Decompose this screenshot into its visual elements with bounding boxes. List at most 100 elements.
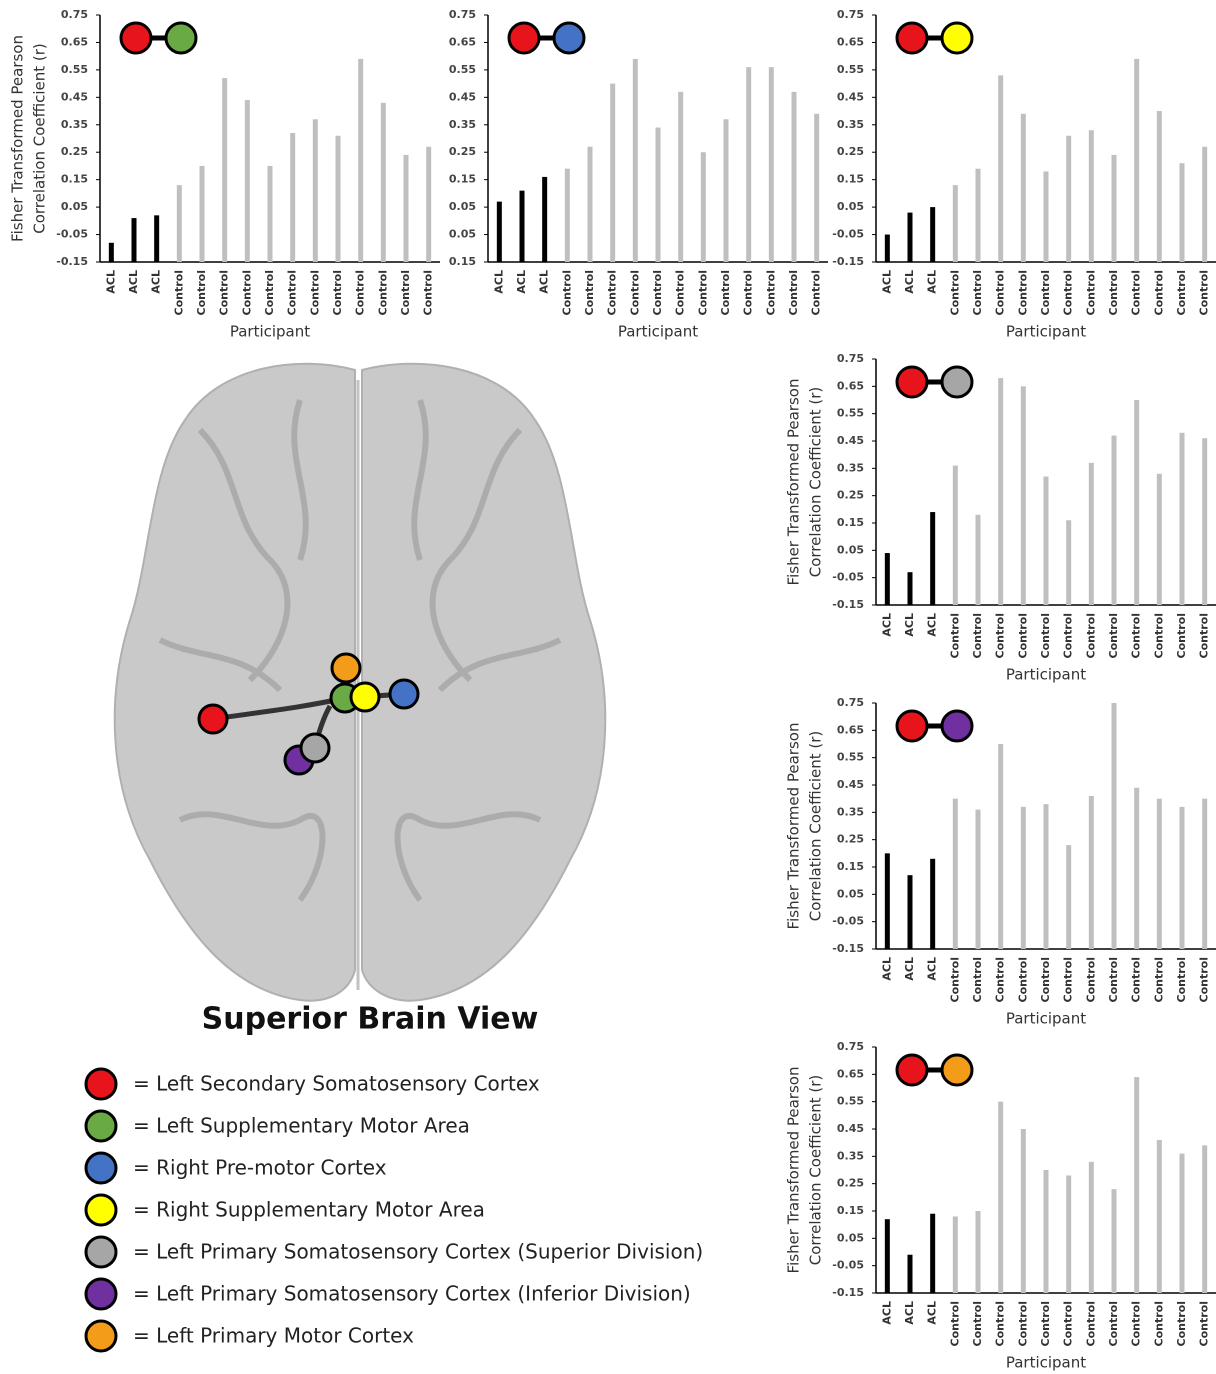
x-tick-label: Control	[1016, 957, 1029, 1002]
bar	[380, 102, 386, 262]
x-tick-label: Control	[286, 270, 299, 315]
bar	[1179, 163, 1185, 262]
bar	[884, 1219, 890, 1293]
x-tick-label: Control	[1084, 613, 1097, 658]
x-tick-label: Control	[948, 270, 961, 315]
bar	[1179, 806, 1185, 949]
y-tick-label: 0.05	[837, 543, 864, 556]
bar	[768, 67, 774, 263]
legend-swatch	[84, 1151, 118, 1185]
x-tick-label: Control	[971, 270, 984, 315]
x-tick-label: Control	[422, 270, 435, 315]
y-tick-label: -0.05	[832, 915, 864, 928]
y-axis-title: Fisher Transformed Pearson	[9, 35, 27, 242]
x-axis-title: Participant	[1006, 666, 1086, 684]
y-tick-label: 0.75	[61, 8, 88, 21]
y-axis-title: Fisher Transformed Pearson	[785, 723, 803, 930]
x-tick-label: Control	[1152, 957, 1165, 1002]
bar	[1111, 703, 1117, 949]
x-tick-label: ACL	[515, 270, 528, 294]
x-tick-label: Control	[994, 957, 1007, 1002]
brain	[113, 362, 607, 1002]
bar	[1111, 435, 1117, 605]
bar	[1134, 58, 1140, 263]
x-tick-label: Control	[263, 270, 276, 315]
bar	[884, 853, 890, 949]
x-tick-label: ACL	[926, 613, 939, 637]
bar	[1134, 787, 1140, 949]
x-axis-title: Participant	[230, 323, 310, 341]
x-axis-title: Participant	[1006, 323, 1086, 341]
pair-node	[895, 709, 929, 743]
x-tick-label: ACL	[926, 270, 939, 294]
x-tick-label: Control	[1039, 1301, 1052, 1346]
bar	[1043, 476, 1049, 605]
legend-label: = Left Primary Motor Cortex	[133, 1324, 414, 1348]
pair-node	[940, 365, 974, 399]
bar	[1020, 806, 1026, 949]
y-tick-label: -0.05	[832, 1259, 864, 1272]
y-tick-label: 0.05	[837, 200, 864, 213]
legend-swatch	[84, 1319, 118, 1353]
x-tick-label: ACL	[127, 270, 140, 294]
x-tick-label: ACL	[903, 1301, 916, 1325]
bar	[1066, 520, 1072, 605]
bar	[1202, 1145, 1208, 1293]
x-tick-label: Control	[1198, 957, 1211, 1002]
pair-node	[119, 21, 153, 55]
bar	[930, 512, 936, 605]
x-axis-title: Participant	[618, 323, 698, 341]
bar	[267, 165, 273, 262]
brain-node	[299, 732, 331, 764]
y-tick-label: -0.05	[56, 228, 88, 241]
x-tick-label: Control	[994, 613, 1007, 658]
x-tick-label: Control	[1016, 270, 1029, 315]
bar	[723, 119, 729, 263]
x-tick-label: Control	[1039, 613, 1052, 658]
y-tick-label: 0.25	[449, 145, 476, 158]
bar	[496, 201, 502, 262]
x-axis-title: Participant	[1006, 1010, 1086, 1028]
bar	[1179, 432, 1185, 605]
bar	[1020, 1129, 1026, 1293]
bar	[1156, 1139, 1162, 1293]
bar	[1088, 462, 1094, 605]
bar	[907, 875, 913, 949]
y-tick-label: 0.55	[449, 63, 476, 76]
x-tick-label: ACL	[150, 270, 163, 294]
bar	[610, 83, 616, 262]
bar	[1156, 111, 1162, 262]
bar	[564, 168, 570, 262]
brain-node	[197, 703, 229, 735]
x-tick-label: Control	[354, 270, 367, 315]
x-tick-label: Control	[1152, 1301, 1165, 1346]
x-tick-label: Control	[399, 270, 412, 315]
bar	[1088, 130, 1094, 262]
bar	[998, 1101, 1004, 1293]
x-tick-label: ACL	[880, 270, 893, 294]
y-axis-title: Correlation Coefficient (r)	[807, 387, 825, 578]
bar	[930, 1213, 936, 1293]
x-tick-label: ACL	[880, 1301, 893, 1325]
y-tick-label: 0.15	[837, 1204, 864, 1217]
x-tick-label: Control	[1175, 270, 1188, 315]
bar	[975, 514, 981, 605]
y-tick-label: 0.65	[837, 723, 864, 736]
x-tick-label: Control	[810, 270, 823, 315]
x-tick-label: Control	[376, 270, 389, 315]
legend-swatch	[84, 1277, 118, 1311]
bar	[907, 572, 913, 605]
x-tick-label: ACL	[880, 613, 893, 637]
bar	[222, 78, 228, 262]
x-tick-label: Control	[172, 270, 185, 315]
y-tick-label: 0.05	[449, 200, 476, 213]
bar	[199, 165, 205, 262]
x-tick-label: Control	[971, 957, 984, 1002]
y-tick-label: 0.55	[837, 63, 864, 76]
y-tick-label: 0.15	[837, 516, 864, 529]
bar	[1020, 113, 1026, 262]
x-tick-label: Control	[971, 613, 984, 658]
x-tick-label: Control	[1039, 270, 1052, 315]
y-tick-label: 0.25	[61, 145, 88, 158]
legend-label: = Right Supplementary Motor Area	[133, 1198, 485, 1222]
